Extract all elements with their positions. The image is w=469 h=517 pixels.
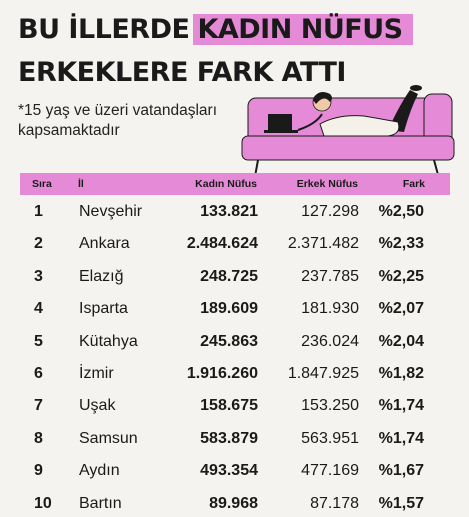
title-line-2: ERKEKLERE FARK ATTI [18,57,346,88]
difference-cell: %2,07 [378,300,424,318]
female-population-cell: 89.968 [209,494,258,512]
header-diff: Fark [402,178,425,190]
table-row: 3 Elazığ 248.725 237.785 %2,25 [0,261,469,292]
rank-cell: 2 [34,235,43,253]
page-title: BU İLLERDE KADIN NÜFUS ERKEKLERE FARK ATT… [18,8,413,94]
female-population-cell: 2.484.624 [186,235,258,253]
woman-on-sofa-illustration [241,85,455,183]
difference-cell: %2,04 [378,332,424,350]
city-cell: Samsun [79,429,138,447]
female-population-cell: 245.863 [200,332,258,350]
difference-cell: %1,74 [378,429,424,447]
city-cell: Kütahya [79,332,138,350]
male-population-cell: 236.024 [301,332,359,350]
rank-cell: 3 [34,267,43,285]
rank-cell: 7 [34,397,43,415]
table-row: 5 Kütahya 245.863 236.024 %2,04 [0,326,469,357]
title-line-1: BU İLLERDE KADIN NÜFUS [18,8,413,51]
male-population-cell: 477.169 [301,462,359,480]
male-population-cell: 87.178 [310,494,359,512]
header-rank: Sıra [32,178,52,190]
table-row: 7 Uşak 158.675 153.250 %1,74 [0,390,469,421]
male-population-cell: 237.785 [301,267,359,285]
title-highlight: KADIN NÜFUS [193,14,413,45]
male-population-cell: 2.371.482 [287,235,359,253]
subtitle-note: *15 yaş ve üzeri vatandaşları kapsamakta… [18,102,218,139]
difference-cell: %1,82 [378,365,424,382]
difference-cell: %1,67 [378,462,424,480]
rank-cell: 5 [34,332,43,350]
header-female: Kadın Nüfus [195,178,257,190]
rank-cell: 6 [34,365,43,382]
difference-cell: %2,25 [378,267,424,285]
male-population-cell: 181.930 [301,300,359,318]
table-header: Sıra İl Kadın Nüfus Erkek Nüfus Fark [20,173,450,195]
header-city: İl [78,178,84,190]
difference-cell: %1,74 [378,397,424,415]
table-row: 2 Ankara 2.484.624 2.371.482 %2,33 [0,228,469,259]
rank-cell: 10 [34,494,52,512]
male-population-cell: 153.250 [301,397,359,415]
table-row: 6 İzmir 1.916.260 1.847.925 %1,82 [0,358,469,389]
female-population-cell: 583.879 [200,429,258,447]
city-cell: İzmir [79,365,114,382]
rank-cell: 4 [34,300,43,318]
rank-cell: 9 [34,462,43,480]
rank-cell: 1 [34,203,43,220]
female-population-cell: 248.725 [200,267,258,285]
female-population-cell: 1.916.260 [186,365,258,382]
table-row: 1 Nevşehir 133.821 127.298 %2,50 [0,196,469,227]
header-male: Erkek Nüfus [296,178,358,190]
table-row: 8 Samsun 583.879 563.951 %1,74 [0,423,469,454]
city-cell: Ankara [79,235,130,253]
male-population-cell: 127.298 [301,203,359,220]
city-cell: Uşak [79,397,116,415]
city-cell: Isparta [79,300,128,318]
difference-cell: %1,57 [378,494,424,512]
title-plain: BU İLLERDE [18,14,190,45]
male-population-cell: 563.951 [301,429,359,447]
city-cell: Nevşehir [79,203,143,220]
difference-cell: %2,33 [378,235,424,253]
female-population-cell: 158.675 [200,397,258,415]
table-row: 9 Aydın 493.354 477.169 %1,67 [0,455,469,486]
table-row: 4 Isparta 189.609 181.930 %2,07 [0,293,469,324]
male-population-cell: 1.847.925 [287,365,359,382]
city-cell: Elazığ [79,267,124,285]
female-population-cell: 493.354 [200,462,258,480]
difference-cell: %2,50 [378,203,424,220]
city-cell: Aydın [79,462,120,480]
female-population-cell: 133.821 [200,203,258,220]
rank-cell: 8 [34,429,43,447]
city-cell: Bartın [79,494,122,512]
female-population-cell: 189.609 [200,300,258,318]
table-row: 10 Bartın 89.968 87.178 %1,57 [0,488,469,517]
